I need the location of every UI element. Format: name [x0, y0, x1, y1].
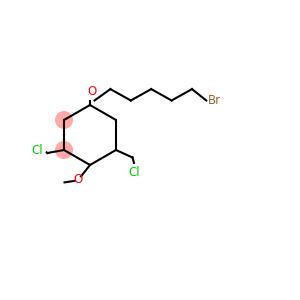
- Text: Cl: Cl: [128, 166, 140, 179]
- Text: O: O: [87, 85, 96, 98]
- Text: O: O: [74, 173, 82, 186]
- Circle shape: [55, 141, 73, 159]
- Text: Cl: Cl: [32, 143, 43, 157]
- Text: Br: Br: [208, 94, 221, 107]
- Circle shape: [55, 111, 73, 129]
